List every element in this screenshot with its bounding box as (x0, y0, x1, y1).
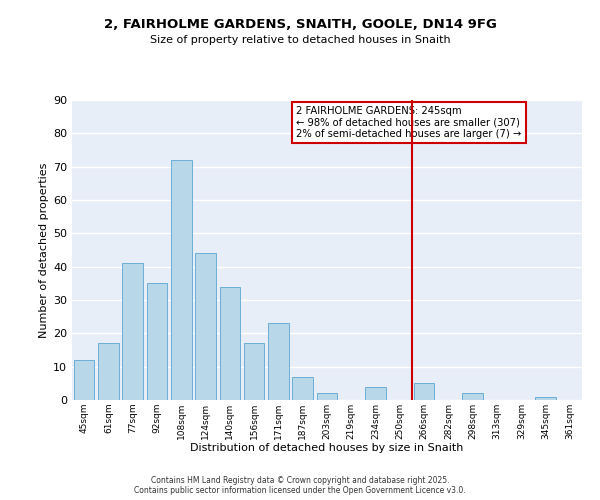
Bar (268, 324, 289, 400)
Bar (292, 376, 313, 400)
Bar (535, 396, 556, 400)
Bar (171, 160, 191, 400)
Text: Contains public sector information licensed under the Open Government Licence v3: Contains public sector information licen… (134, 486, 466, 495)
Bar (317, 394, 337, 400)
Bar (98, 344, 119, 400)
Bar (122, 264, 143, 400)
Text: Size of property relative to detached houses in Snaith: Size of property relative to detached ho… (149, 35, 451, 45)
X-axis label: Distribution of detached houses by size in Snaith: Distribution of detached houses by size … (190, 444, 464, 454)
Text: 2, FAIRHOLME GARDENS, SNAITH, GOOLE, DN14 9FG: 2, FAIRHOLME GARDENS, SNAITH, GOOLE, DN1… (104, 18, 496, 30)
Bar (414, 384, 434, 400)
Bar (463, 394, 483, 400)
Bar (220, 286, 240, 400)
Bar (74, 360, 94, 400)
Bar (195, 254, 216, 400)
Y-axis label: Number of detached properties: Number of detached properties (39, 162, 49, 338)
Bar (146, 284, 167, 400)
Bar (365, 386, 386, 400)
Text: 2 FAIRHOLME GARDENS: 245sqm
← 98% of detached houses are smaller (307)
2% of sem: 2 FAIRHOLME GARDENS: 245sqm ← 98% of det… (296, 106, 521, 139)
Bar (244, 344, 265, 400)
Text: Contains HM Land Registry data © Crown copyright and database right 2025.: Contains HM Land Registry data © Crown c… (151, 476, 449, 485)
